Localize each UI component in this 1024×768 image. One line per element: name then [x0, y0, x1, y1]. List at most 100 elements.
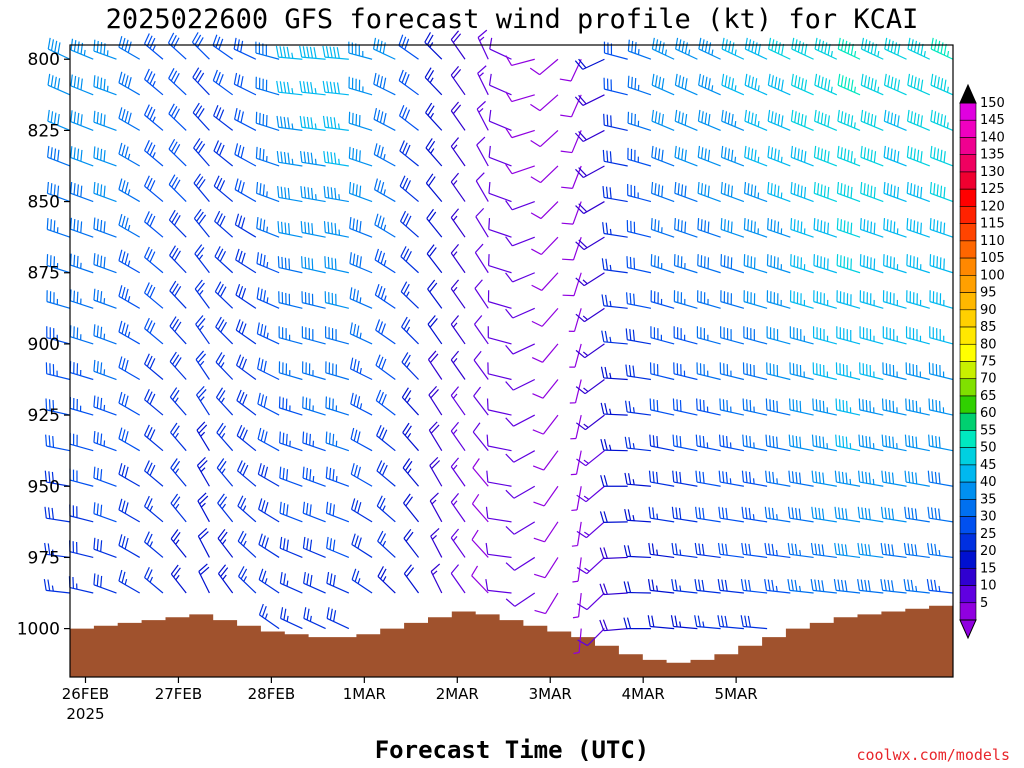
wind-barb	[236, 460, 257, 487]
wind-barb	[302, 501, 326, 523]
wind-barb	[765, 470, 791, 487]
x-year-label: 2025	[66, 705, 104, 723]
wind-barb	[144, 495, 164, 523]
wind-barb	[301, 291, 326, 309]
wind-barb	[859, 218, 884, 238]
wind-barb	[576, 521, 605, 539]
wind-barb	[834, 542, 861, 559]
wind-barb	[93, 537, 117, 558]
wind-barb	[257, 357, 280, 381]
wind-barb	[835, 398, 861, 416]
wind-barb	[257, 392, 280, 416]
wind-barb	[197, 527, 210, 558]
wind-barb	[743, 254, 768, 274]
wind-barb	[398, 69, 419, 96]
wind-barb	[193, 173, 210, 202]
wind-barb	[788, 470, 814, 487]
wind-barb	[575, 414, 605, 431]
wind-barb	[531, 343, 559, 363]
wind-barb	[69, 396, 94, 416]
wind-barb	[472, 458, 489, 487]
plot-frame	[69, 44, 954, 678]
wind-barb	[907, 37, 931, 60]
wind-barb	[235, 283, 257, 309]
wind-barb	[787, 506, 814, 523]
wind-barb	[255, 181, 280, 203]
wind-barb	[742, 398, 768, 416]
wind-barb	[472, 422, 489, 452]
wind-barb	[476, 136, 489, 167]
y-tick-label: 900	[28, 335, 60, 355]
wind-barb	[194, 279, 210, 309]
wind-barb	[69, 432, 94, 452]
wind-barb	[427, 279, 443, 309]
wind-barb	[599, 547, 628, 560]
wind-barb	[651, 145, 675, 167]
wind-barb	[534, 557, 559, 579]
wind-barb	[322, 80, 349, 96]
wind-barb	[233, 72, 257, 96]
wind-barb	[790, 218, 814, 238]
wind-barb	[906, 290, 930, 309]
colorbar-label: 35	[980, 492, 997, 507]
colorbar-swatch	[959, 516, 977, 535]
colorbar-swatch	[959, 223, 977, 242]
wind-barb	[930, 73, 954, 96]
wind-barb	[906, 254, 930, 274]
wind-barb	[767, 109, 791, 131]
wind-barb	[696, 398, 721, 416]
wind-barb	[349, 322, 373, 345]
wind-barb	[673, 326, 698, 345]
wind-barb	[720, 145, 745, 167]
wind-barb	[70, 38, 94, 60]
credit-text[interactable]: coolwx.com/models	[856, 746, 1010, 764]
wind-barb	[144, 424, 164, 452]
wind-barb	[811, 470, 837, 487]
wind-barb	[650, 218, 675, 238]
colorbar-label: 50	[980, 441, 997, 456]
wind-barb	[859, 290, 884, 309]
wind-barb	[505, 236, 535, 247]
wind-barb	[560, 130, 582, 154]
wind-barb	[790, 181, 814, 203]
wind-barb	[810, 579, 837, 594]
colorbar-swatch	[959, 102, 977, 121]
wind-barb	[627, 75, 652, 96]
wind-barb	[624, 436, 651, 452]
wind-barb	[929, 326, 954, 345]
wind-barb	[719, 398, 744, 416]
wind-barb	[533, 485, 559, 507]
wind-barb	[196, 421, 210, 451]
wind-barb	[625, 292, 652, 309]
wind-barb	[884, 37, 907, 60]
wind-barb	[574, 129, 605, 143]
wind-barb	[450, 137, 466, 167]
wind-barb	[694, 579, 721, 594]
wind-barb	[118, 107, 141, 131]
wind-barb	[214, 281, 234, 309]
wind-barb	[196, 456, 210, 487]
wind-barb	[118, 213, 141, 238]
x-tick-label: 4MAR	[622, 685, 665, 703]
wind-barb	[302, 536, 326, 558]
wind-barb	[571, 521, 582, 547]
colorbar-swatch	[959, 585, 977, 604]
wind-barb	[169, 245, 187, 274]
wind-barb	[236, 424, 257, 452]
x-tick-label: 5MAR	[715, 685, 758, 703]
wind-barb	[399, 140, 419, 167]
wind-barb	[93, 288, 117, 309]
wind-barb	[256, 217, 280, 238]
wind-barb	[857, 542, 884, 559]
wind-barb	[651, 181, 675, 203]
wind-barb	[905, 326, 930, 345]
x-tick-label: 1MAR	[343, 685, 386, 703]
y-tick-label: 875	[28, 264, 60, 284]
x-axis: 26FEB 27FEB 28FEB 1MAR 2MAR 3MAR 4MAR 5MAR 2025	[62, 677, 758, 723]
wind-barb	[401, 352, 419, 380]
wind-barb	[450, 66, 466, 96]
wind-barb	[450, 208, 466, 238]
wind-barb	[486, 434, 512, 452]
wind-barb	[904, 470, 930, 487]
colorbar-swatch	[959, 464, 977, 483]
